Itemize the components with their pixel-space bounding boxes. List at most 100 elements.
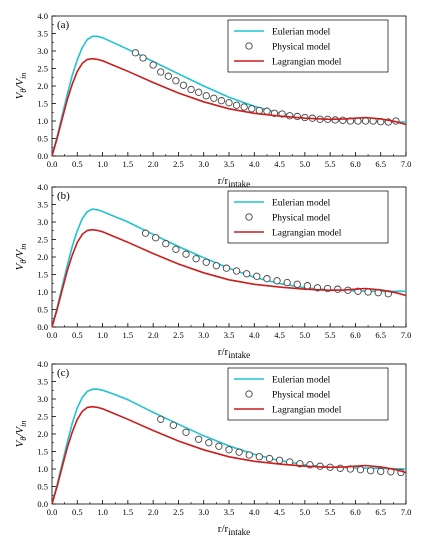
legend-swatch-marker — [245, 213, 253, 221]
series-physical-model-point — [245, 451, 253, 459]
panel-label: (b) — [57, 190, 70, 202]
x-tick-label: 0.0 — [47, 330, 58, 340]
legend-swatch-marker — [245, 42, 253, 50]
chart-panel-c: 0.0 0.5 1.0 1.5 2.0 2.5 3.0 3.5 4.0 4.5 5.0 5.5 6.0 6… — [14, 359, 411, 537]
series-physical-model-point — [182, 428, 190, 436]
y-tick-label: 1.0 — [37, 116, 48, 126]
chart-panel-a: 0.0 0.5 1.0 1.5 2.0 2.5 3.0 3.5 4.0 4.5 5.0 5.5 6.0 6… — [14, 11, 411, 189]
series-physical-model-point — [172, 77, 180, 85]
x-tick-label: 4.0 — [249, 507, 260, 517]
x-axis-title-main: r/r — [218, 523, 229, 535]
series-physical-model-point — [303, 282, 312, 290]
y-tick-label: 3.0 — [37, 217, 48, 227]
x-tick-label: 3.5 — [224, 507, 235, 517]
series-physical-model-point — [265, 454, 274, 463]
y-tick-label: 2.0 — [37, 81, 48, 91]
y-axis-title-part: in — [19, 421, 28, 427]
y-axis-title: Vθ/Vin — [14, 421, 28, 448]
y-tick-label: 3.5 — [37, 29, 48, 39]
series-physical-model-point — [131, 49, 140, 57]
x-tick-label: 2.5 — [173, 159, 184, 169]
y-tick-label: 3.0 — [37, 46, 48, 56]
series-physical-model-point — [366, 467, 375, 475]
legend-entry-label: Physical model — [272, 391, 331, 401]
series-physical-model-point — [225, 99, 233, 107]
x-axis-title-sub: intake — [228, 350, 250, 360]
x-tick-label: 5.0 — [300, 507, 311, 517]
series-physical-model-point — [222, 264, 231, 272]
legend-entry-label: Lagrangian model — [272, 58, 342, 68]
x-tick-label: 5.5 — [325, 159, 336, 169]
x-tick-label: 5.0 — [300, 159, 311, 169]
y-tick-label: 0.0 — [37, 151, 48, 161]
series-physical-model-point — [225, 446, 233, 454]
y-tick-label: 3.5 — [37, 200, 48, 210]
series-physical-model-point — [187, 85, 195, 94]
series-physical-model-point — [157, 415, 165, 423]
y-tick-label: 2.5 — [37, 412, 48, 422]
series-physical-model-point — [202, 92, 210, 100]
series-physical-model-point — [283, 278, 291, 287]
panel-label: (c) — [57, 367, 70, 379]
y-axis-title-part: θ — [19, 260, 28, 264]
legend-swatch-marker — [245, 390, 253, 398]
x-tick-label: 4.5 — [274, 330, 285, 340]
x-tick-label: 3.0 — [198, 507, 209, 517]
x-tick-label: 3.5 — [224, 330, 235, 340]
y-tick-label: 0.0 — [37, 499, 48, 509]
panel-label: (a) — [57, 19, 70, 31]
series-physical-model-point — [172, 245, 180, 253]
x-tick-label: 7.0 — [401, 507, 412, 517]
y-axis-title-part: in — [19, 73, 28, 79]
series-physical-model-point — [235, 448, 243, 456]
x-tick-label: 2.5 — [173, 507, 184, 517]
series-physical-model-point — [377, 467, 385, 476]
series-physical-model-point — [361, 117, 370, 125]
x-tick-label: 2.0 — [148, 330, 159, 340]
x-tick-label: 2.0 — [148, 159, 159, 169]
x-tick-label: 0.5 — [72, 507, 83, 517]
y-axis-title-part: θ — [19, 437, 28, 441]
legend: Eulerian model Physical model Lagrangian m… — [227, 19, 389, 73]
x-tick-label: 1.0 — [97, 330, 108, 340]
legend-entry-label: Physical model — [272, 43, 331, 53]
series-physical-model-point — [205, 439, 213, 447]
x-tick-label: 4.5 — [274, 159, 285, 169]
series-lagrangian-model-line — [51, 405, 407, 505]
legend-box — [227, 367, 389, 421]
y-tick-label: 0.5 — [37, 305, 48, 315]
x-tick-label: 1.5 — [123, 507, 134, 517]
chart-panel-b: 0.0 0.5 1.0 1.5 2.0 2.5 3.0 3.5 4.0 4.5 5.0 5.5 6.0 6… — [14, 182, 411, 360]
series-physical-model-point — [157, 68, 165, 76]
x-tick-label: 1.5 — [123, 159, 134, 169]
series-physical-model-point — [243, 270, 251, 278]
y-axis-title-part: in — [19, 244, 28, 250]
x-tick-label: 0.0 — [47, 159, 58, 169]
y-tick-label: 1.5 — [37, 447, 48, 457]
x-tick-label: 6.0 — [350, 159, 361, 169]
y-tick-label: 3.0 — [37, 394, 48, 404]
y-tick-label: 4.0 — [37, 359, 48, 369]
y-tick-label: 1.5 — [37, 99, 48, 109]
series-physical-model-point — [248, 105, 256, 113]
x-tick-label: 7.0 — [401, 330, 412, 340]
x-tick-label: 3.5 — [224, 159, 235, 169]
y-tick-label: 4.0 — [37, 182, 48, 192]
x-tick-label: 5.5 — [325, 330, 336, 340]
x-tick-label: 0.5 — [72, 159, 83, 169]
legend-box — [227, 190, 389, 244]
series-physical-model-point — [149, 61, 157, 69]
series-physical-model-point — [240, 103, 248, 111]
y-tick-label: 2.5 — [37, 64, 48, 74]
series-physical-model-point — [255, 453, 263, 461]
legend-box — [227, 19, 389, 73]
y-axis-title-part: V — [14, 91, 26, 99]
y-axis-title-part: V — [14, 262, 26, 270]
x-tick-label: 2.0 — [148, 507, 159, 517]
x-tick-label: 0.0 — [47, 507, 58, 517]
series-physical-model-point — [162, 240, 170, 248]
x-tick-label: 0.5 — [72, 330, 83, 340]
y-axis-title-part: /V — [14, 78, 26, 90]
series-physical-model-point — [212, 262, 221, 270]
